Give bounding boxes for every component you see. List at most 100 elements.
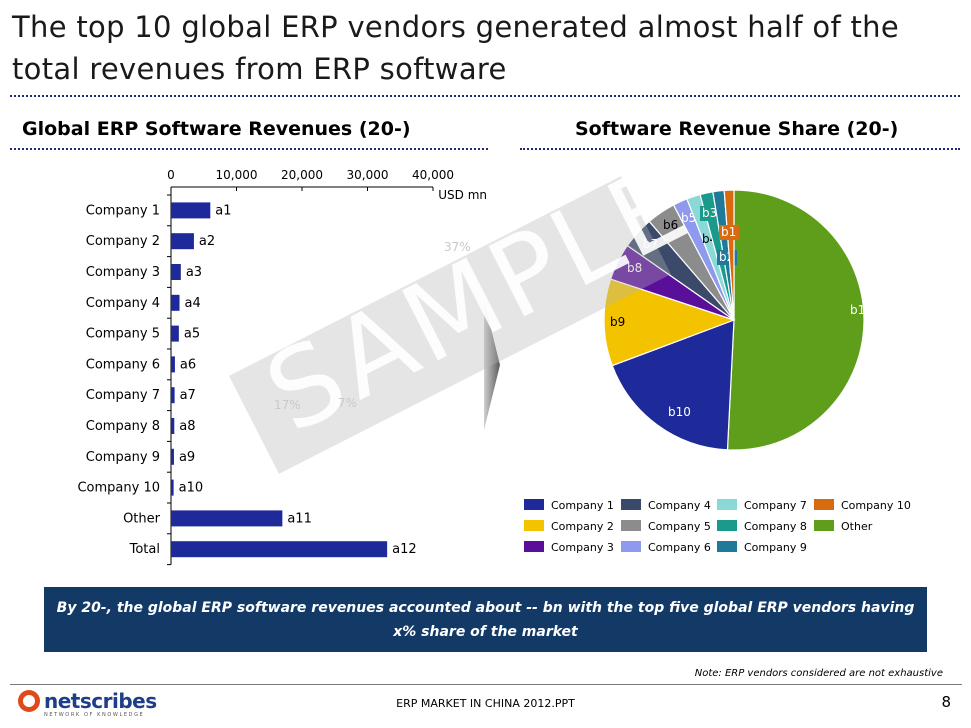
bar: [171, 202, 211, 219]
pie-data-label: b3: [702, 206, 717, 220]
bar: [171, 479, 174, 496]
legend-label: Company 6: [648, 541, 711, 554]
data-label: a12: [392, 542, 417, 557]
legend-swatch: [717, 499, 737, 510]
x-tick-label: 10,000: [216, 168, 258, 182]
category-label: Total: [129, 542, 160, 557]
logo: netscribes NETWORK OF KNOWLEDGE: [18, 689, 157, 718]
summary-box: By 20-, the global ERP software revenues…: [44, 587, 927, 652]
pie-slice: [723, 189, 735, 321]
category-label: Company 7: [86, 388, 160, 403]
title-divider: [10, 95, 960, 97]
category-label: Company 9: [86, 450, 160, 465]
category-label: Other: [123, 511, 161, 526]
pie-chart-title: Software Revenue Share (20-): [575, 118, 899, 140]
data-label: a8: [179, 419, 195, 434]
bar-chart: 0 10,000 20,000 30,000 40,000 USD mn Company 1…: [77, 168, 487, 566]
pie-chart-divider: [520, 148, 960, 150]
bar: [171, 264, 181, 280]
data-label: a3: [186, 265, 202, 280]
summary-text: By 20-, the global ERP software revenues…: [56, 599, 915, 640]
data-label: a6: [180, 357, 196, 372]
pie-data-label: b11: [850, 303, 873, 317]
watermark-percent: 7%: [338, 396, 358, 410]
category-label: Company 10: [77, 481, 160, 496]
pie-data-label: b8: [627, 261, 642, 275]
data-label: a1: [215, 203, 231, 218]
legend-swatch: [621, 541, 641, 552]
bar-chart-title: Global ERP Software Revenues (20-): [22, 118, 411, 140]
legend-label: Company 7: [744, 499, 807, 512]
pie-label-box: [700, 206, 720, 221]
pie-data-label: b7: [643, 237, 658, 251]
pie-data-label: b6: [663, 218, 678, 232]
data-label: a10: [179, 481, 204, 496]
bar: [171, 418, 175, 434]
category-label: Company 4: [86, 296, 160, 311]
legend-label: Company 9: [744, 541, 807, 554]
legend-swatch: [524, 541, 544, 552]
data-label: a7: [180, 388, 196, 403]
bar: [171, 356, 175, 373]
pie-slice: [611, 319, 735, 451]
x-tick-label: 30,000: [347, 168, 389, 182]
bar: [171, 510, 283, 527]
footnote: Note: ERP vendors considered are not exh…: [694, 668, 943, 679]
legend-swatch: [717, 541, 737, 552]
pie-slice: [603, 278, 736, 367]
legend-label: Company 10: [841, 499, 911, 512]
data-label: a2: [199, 234, 215, 249]
data-label: a11: [287, 511, 312, 526]
logo-text: netscribes: [44, 689, 157, 713]
x-tick-label: 40,000: [412, 168, 454, 182]
bar: [171, 233, 194, 250]
legend-label: Company 8: [744, 520, 807, 533]
pie-label-box: [719, 225, 739, 240]
category-label: Company 5: [86, 327, 160, 342]
bar-chart-divider: [10, 148, 488, 150]
footer-file-name: ERP MARKET IN CHINA 2012.PPT: [396, 697, 575, 710]
legend-swatch: [621, 499, 641, 510]
legend-label: Other: [841, 520, 873, 533]
legend-label: Company 2: [551, 520, 614, 533]
watermark-percent: 37%: [444, 240, 471, 254]
legend-swatch: [524, 520, 544, 531]
bar: [171, 294, 180, 311]
bar: [171, 325, 179, 342]
legend-label: Company 4: [648, 499, 711, 512]
logo-icon: [18, 690, 40, 712]
watermark-percent: 17%: [274, 398, 301, 412]
category-label: Company 3: [86, 265, 160, 280]
legend-label: Company 1: [551, 499, 614, 512]
legend-swatch: [814, 520, 834, 531]
footer-divider: [10, 684, 962, 685]
legend-swatch: [717, 520, 737, 531]
category-label: Company 2: [86, 234, 160, 249]
data-label: a9: [179, 450, 195, 465]
legend-label: Company 5: [648, 520, 711, 533]
pie-data-label: b1: [721, 225, 736, 239]
category-label: Company 8: [86, 419, 160, 434]
logo-tagline: NETWORK OF KNOWLEDGE: [44, 712, 145, 718]
page-title: The top 10 global ERP vendors generated …: [12, 10, 899, 86]
pie-data-label: b9: [610, 315, 625, 329]
category-label: Company 6: [86, 357, 160, 372]
pie-slice: [726, 189, 865, 451]
legend-swatch: [621, 520, 641, 531]
legend-swatch: [524, 499, 544, 510]
page-number: 8: [941, 693, 951, 711]
bar: [171, 387, 175, 404]
unit-label: USD mn: [438, 188, 487, 202]
legend-label: Company 3: [551, 541, 614, 554]
data-label: a4: [185, 296, 201, 311]
category-label: Company 1: [86, 203, 160, 218]
bar: [171, 448, 174, 465]
bar: [171, 541, 388, 558]
data-label: a5: [184, 327, 200, 342]
arrow-connector: [484, 300, 500, 430]
x-tick-label: 0: [167, 168, 175, 182]
pie-data-label: b10: [668, 405, 691, 419]
legend-swatch: [814, 499, 834, 510]
x-tick-label: 20,000: [281, 168, 323, 182]
